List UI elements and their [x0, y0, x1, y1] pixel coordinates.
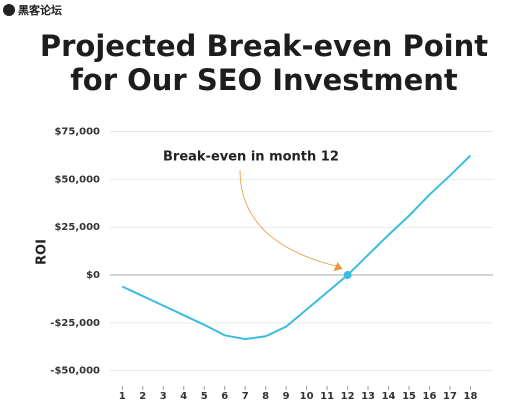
x-tick-label: 2 — [139, 391, 146, 400]
annotation-text: Break-even in month 12 — [163, 150, 339, 165]
break-even-marker — [343, 271, 352, 280]
y-tick-label: $25,000 — [54, 222, 100, 233]
line — [121, 154, 472, 341]
x-tick-label: 15 — [402, 391, 416, 400]
annotation-arrowhead — [333, 262, 343, 272]
x-tick-label: 8 — [262, 391, 269, 400]
x-tick-label: 4 — [180, 391, 187, 400]
x-tick-label: 5 — [201, 391, 208, 400]
x-tick-label: 7 — [242, 391, 249, 400]
x-tick-label: 1 — [119, 391, 126, 400]
x-tick-label: 3 — [160, 391, 167, 400]
x-tick-label: 13 — [361, 391, 375, 400]
x-tick-label: 18 — [464, 391, 478, 400]
y-tick-label: $50,000 — [54, 174, 100, 185]
annotation-arrow — [239, 169, 340, 268]
x-tick-label: 11 — [320, 391, 334, 400]
chart-title: for Our SEO Investment — [70, 63, 458, 97]
watermark-text: 黑客论坛 — [18, 3, 62, 17]
watermark: 黑客论坛 — [3, 3, 62, 17]
x-tick-label: 12 — [341, 391, 355, 400]
y-tick-label: $75,000 — [54, 127, 100, 138]
y-tick-label: -$25,000 — [50, 318, 100, 329]
x-tick-label: 16 — [423, 391, 437, 400]
y-axis-label: ROI — [35, 239, 50, 265]
x-tick-label: 9 — [283, 391, 290, 400]
x-tick-label: 14 — [382, 391, 396, 400]
y-tick-label: -$50,000 — [50, 366, 100, 377]
y-tick-label: $0 — [86, 270, 100, 281]
chart-title: Projected Break-even Point — [40, 29, 488, 63]
x-tick-label: 6 — [221, 391, 228, 400]
x-tick-label: 10 — [300, 391, 314, 400]
x-tick-label: 17 — [443, 391, 457, 400]
